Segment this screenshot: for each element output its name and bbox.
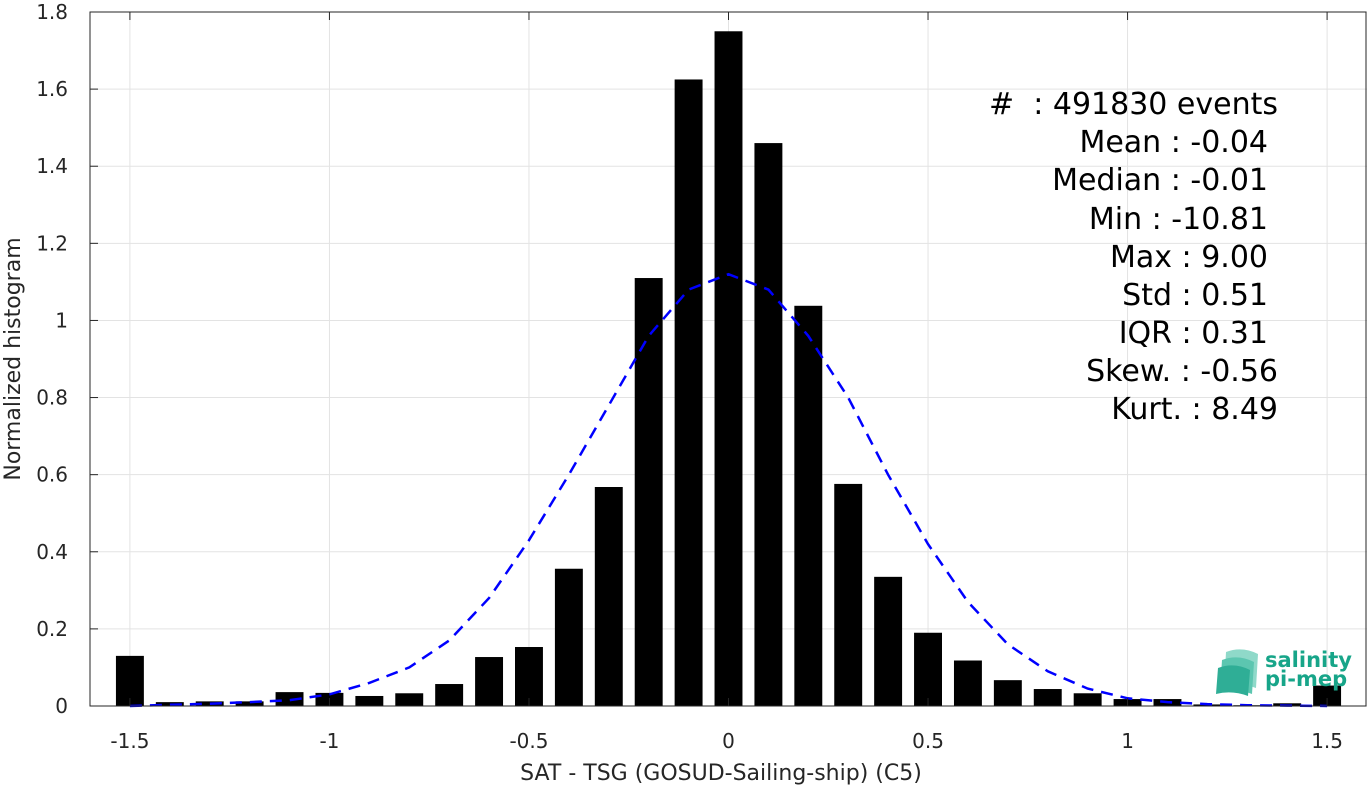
x-tick-label: 0.5	[912, 729, 944, 753]
histogram-bar	[1033, 689, 1062, 706]
stat-max: Max : 9.00	[1110, 240, 1268, 275]
y-tick-label: 0	[55, 694, 68, 718]
histogram-bar	[115, 655, 144, 706]
y-tick-label: 1.2	[36, 231, 68, 255]
histogram-bars	[115, 31, 1342, 707]
y-axis-ticks: 0 0.2 0.4 0.6 0.8 1 1.2 1.4 1.6 1.8	[36, 0, 98, 718]
x-tick-label: -0.5	[509, 729, 548, 753]
x-tick-label: -1	[319, 729, 339, 753]
y-axis-label: Normalized histogram	[1, 237, 26, 480]
histogram-bar	[993, 680, 1022, 706]
histogram-bar	[634, 278, 663, 706]
stat-min: Min : -10.81	[1089, 202, 1268, 237]
stat-median: Median : -0.01	[1052, 163, 1268, 198]
y-tick-label: 1.8	[36, 0, 68, 24]
stat-skew: Skew. : -0.56	[1086, 354, 1278, 389]
y-tick-label: 0.6	[36, 463, 68, 487]
histogram-bar	[515, 647, 543, 706]
y-tick-label: 1.6	[36, 77, 68, 101]
histogram-bar	[155, 702, 184, 706]
histogram-bar	[914, 632, 942, 706]
logo-line2: pi-mep	[1265, 667, 1347, 691]
histogram-bar	[275, 692, 304, 706]
histogram-bar	[554, 568, 583, 706]
histogram-bar	[674, 79, 703, 706]
y-tick-label: 0.2	[36, 617, 68, 641]
histogram-bar	[754, 143, 783, 707]
salinity-pi-mep-logo: salinity pi-mep	[1216, 648, 1352, 696]
x-tick-label: -1.5	[110, 729, 149, 753]
stat-events: # : 491830 events	[989, 87, 1278, 122]
histogram-bar	[594, 487, 623, 706]
histogram-bar	[475, 657, 504, 706]
histogram-bar	[834, 483, 863, 706]
histogram-bar	[235, 701, 264, 706]
histogram-bar	[435, 684, 464, 706]
histogram-bar	[953, 660, 982, 706]
histogram-bar	[195, 701, 224, 706]
logo-wave-icon	[1216, 649, 1258, 696]
histogram-bar	[395, 693, 424, 706]
x-tick-label: 0	[722, 729, 735, 753]
histogram-bar	[355, 695, 384, 706]
x-axis-label: SAT - TSG (GOSUD-Sailing-ship) (C5)	[520, 761, 922, 786]
y-tick-label: 1.4	[36, 154, 68, 178]
stat-iqr: IQR : 0.31	[1119, 316, 1268, 351]
histogram-bar	[1313, 685, 1342, 706]
stat-mean: Mean : -0.04	[1079, 125, 1268, 160]
histogram-bar	[1073, 693, 1102, 706]
logo-line1: salinity	[1265, 648, 1352, 672]
y-tick-label: 1	[55, 308, 68, 332]
y-tick-label: 0.4	[36, 540, 68, 564]
histogram-bar	[714, 31, 743, 707]
y-tick-label: 0.8	[36, 386, 68, 410]
statistics-annotation: # : 491830 events Mean : -0.04 Median : …	[989, 87, 1278, 427]
x-tick-label: 1	[1121, 729, 1134, 753]
stat-std: Std : 0.51	[1122, 278, 1268, 313]
histogram-bar	[874, 576, 903, 706]
x-tick-label: 1.5	[1311, 729, 1343, 753]
x-axis-ticks: -1.5 -1 -0.5 0 0.5 1 1.5	[110, 12, 1343, 753]
stat-kurt: Kurt. : 8.49	[1111, 392, 1278, 427]
histogram-bar	[794, 305, 823, 706]
